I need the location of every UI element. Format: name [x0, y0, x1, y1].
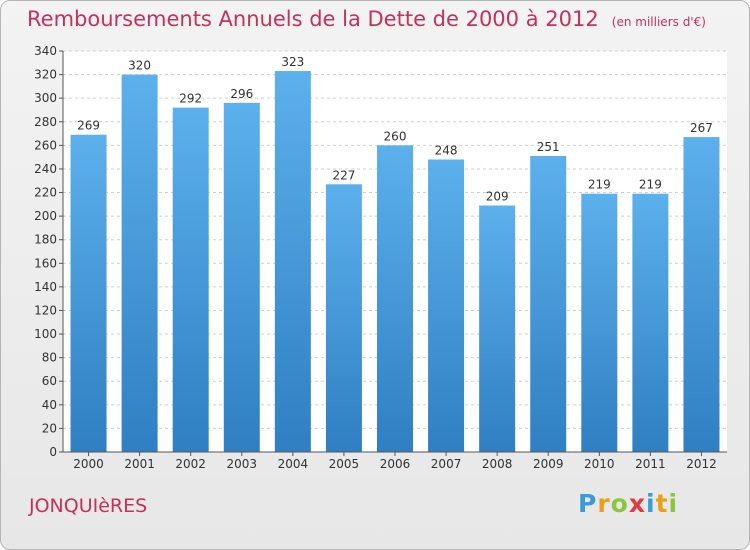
x-tick-label: 2007	[431, 457, 462, 471]
y-tick-label: 240	[34, 162, 57, 176]
y-tick-label: 280	[34, 115, 57, 129]
x-tick-label: 2000	[73, 457, 104, 471]
data-label: 323	[281, 55, 304, 69]
bar	[325, 184, 362, 452]
data-label: 219	[588, 178, 611, 192]
x-tick-label: 2009	[533, 457, 564, 471]
city-name: JONQUIèRES	[29, 495, 148, 517]
y-tick-label: 0	[49, 445, 57, 459]
y-tick-label: 100	[34, 327, 57, 341]
x-tick-label: 2011	[635, 457, 666, 471]
bar	[377, 145, 413, 452]
x-tick-label: 2008	[482, 457, 513, 471]
unit-note: (en milliers d'€)	[611, 15, 706, 29]
logo-letter: x	[628, 489, 646, 518]
x-tick-label: 2004	[278, 457, 309, 471]
y-tick-label: 180	[34, 233, 57, 247]
data-label: 248	[435, 144, 458, 158]
bar	[428, 159, 465, 452]
data-label: 209	[486, 190, 509, 204]
logo-letter: i	[646, 489, 656, 518]
data-label: 251	[537, 140, 560, 154]
y-tick-label: 20	[42, 421, 57, 435]
y-tick-label: 300	[34, 91, 57, 105]
data-label: 227	[332, 168, 355, 182]
logo-letter: r	[597, 489, 611, 518]
data-label: 219	[639, 178, 662, 192]
data-label: 320	[128, 59, 151, 73]
bar	[530, 155, 567, 452]
proxiti-logo: Proxiti	[578, 489, 678, 518]
bar	[121, 74, 158, 453]
y-tick-label: 260	[34, 138, 57, 152]
data-label: 292	[179, 92, 202, 106]
data-label: 269	[77, 119, 100, 133]
y-tick-label: 200	[34, 209, 57, 223]
x-tick-label: 2012	[686, 457, 717, 471]
data-label: 260	[384, 129, 407, 143]
x-tick-label: 2005	[329, 457, 360, 471]
bar	[223, 102, 260, 453]
bar	[479, 205, 516, 452]
bar	[632, 193, 669, 453]
data-label: 296	[230, 87, 253, 101]
bar	[172, 107, 209, 453]
logo-letter: o	[610, 489, 629, 518]
bar	[581, 193, 618, 453]
y-tick-label: 60	[42, 374, 57, 388]
data-label: 267	[690, 121, 713, 135]
y-tick-label: 120	[34, 303, 57, 317]
y-tick-label: 340	[34, 44, 57, 58]
bar	[274, 71, 311, 453]
logo-letter: i	[668, 489, 679, 518]
x-tick-label: 2002	[175, 457, 206, 471]
y-tick-label: 160	[34, 256, 57, 270]
y-tick-label: 140	[34, 280, 57, 294]
bar	[683, 137, 720, 453]
y-tick-label: 220	[34, 186, 57, 200]
logo-letter: t	[655, 489, 669, 518]
x-tick-label: 2006	[380, 457, 411, 471]
x-tick-label: 2001	[124, 457, 155, 471]
y-tick-label: 320	[34, 68, 57, 82]
y-tick-label: 80	[42, 351, 57, 365]
x-tick-label: 2003	[226, 457, 257, 471]
chart-title: Remboursements Annuels de la Dette de 20…	[27, 7, 706, 31]
x-tick-label: 2010	[584, 457, 615, 471]
y-tick-label: 40	[42, 398, 57, 412]
logo-letter: P	[578, 489, 598, 518]
title-text: Remboursements Annuels de la Dette de 20…	[27, 7, 599, 31]
bar	[70, 134, 107, 453]
